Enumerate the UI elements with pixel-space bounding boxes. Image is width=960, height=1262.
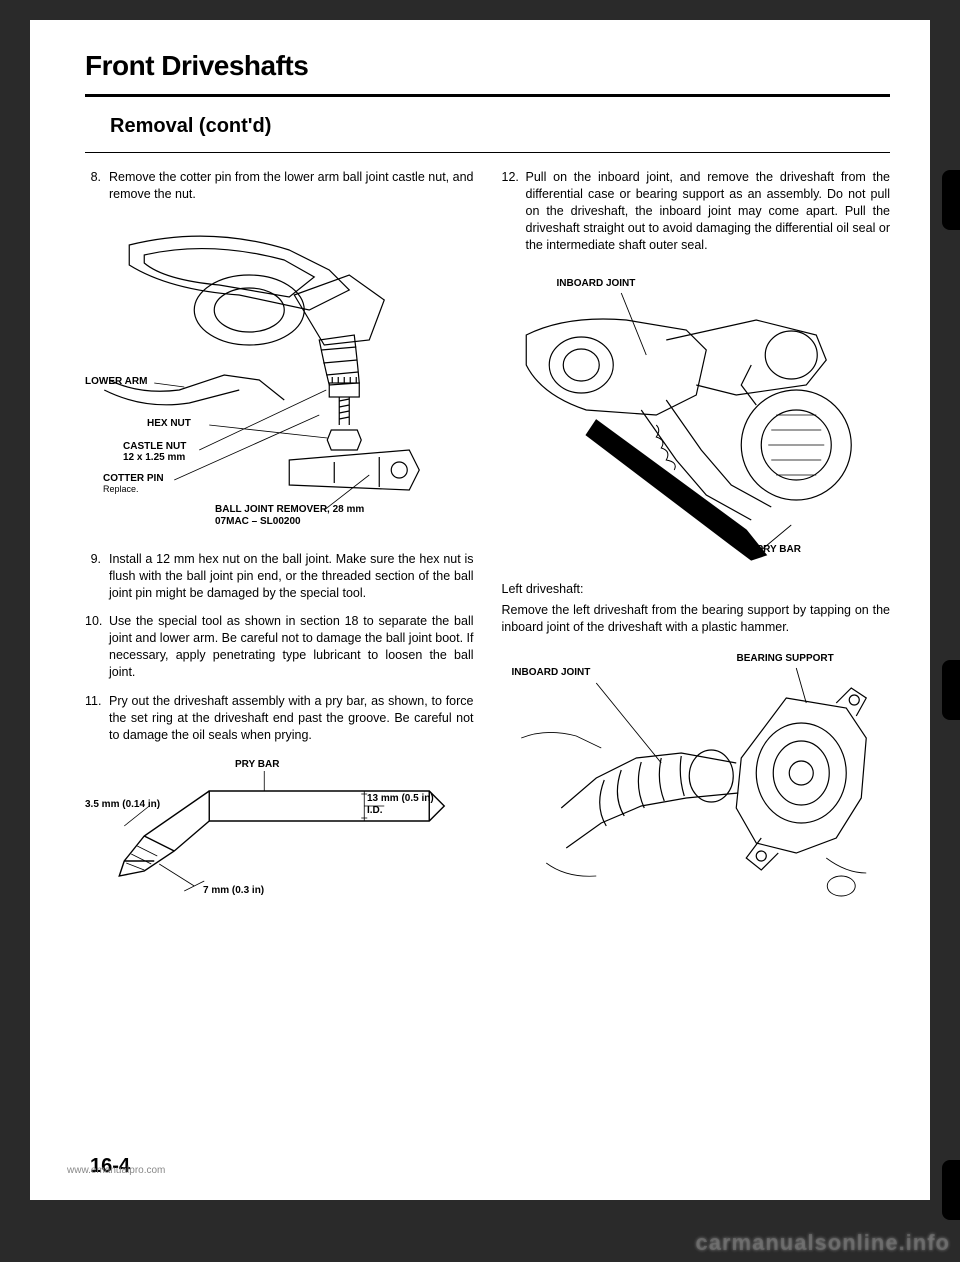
step-number: 11. — [85, 693, 109, 744]
bearing-support-diagram — [502, 648, 891, 918]
left-driveshaft-text: Remove the left driveshaft from the bear… — [502, 602, 891, 636]
label-dim2b: I.D. — [367, 804, 383, 818]
divider-thick — [85, 94, 890, 97]
label-lower-arm: LOWER ARM — [85, 375, 147, 389]
step-number: 9. — [85, 551, 109, 602]
content-columns: 8. Remove the cotter pin from the lower … — [85, 169, 890, 934]
figure-pry-bar: PRY BAR 3.5 mm (0.14 in) 13 mm (0.5 in) … — [85, 756, 474, 916]
label-dim1: 3.5 mm (0.14 in) — [85, 798, 160, 812]
step-10: 10. Use the special tool as shown in sec… — [85, 613, 474, 681]
label-dim3: 7 mm (0.3 in) — [203, 884, 264, 898]
figure-inboard-joint: INBOARD JOINT PRY BAR — [502, 265, 891, 565]
left-driveshaft-heading: Left driveshaft: — [502, 581, 891, 598]
step-12: 12. Pull on the inboard joint, and remov… — [502, 169, 891, 253]
page-tab — [942, 660, 960, 720]
step-9: 9. Install a 12 mm hex nut on the ball j… — [85, 551, 474, 602]
step-number: 10. — [85, 613, 109, 681]
left-column: 8. Remove the cotter pin from the lower … — [85, 169, 474, 934]
label-inboard-joint-2: INBOARD JOINT — [512, 666, 591, 680]
step-number: 8. — [85, 169, 109, 203]
step-11: 11. Pry out the driveshaft assembly with… — [85, 693, 474, 744]
page-tab — [942, 1160, 960, 1220]
manual-page: Front Driveshafts Removal (cont'd) 8. Re… — [30, 20, 930, 1200]
label-pry-bar-2: PRY BAR — [757, 543, 801, 557]
pry-bar-diagram — [85, 756, 474, 916]
step-text: Remove the cotter pin from the lower arm… — [109, 169, 474, 203]
label-hex-nut: HEX NUT — [147, 417, 191, 431]
step-text: Pry out the driveshaft assembly with a p… — [109, 693, 474, 744]
section-title: Removal (cont'd) — [110, 115, 890, 138]
divider-thin — [85, 152, 890, 153]
figure-bearing-support: INBOARD JOINT BEARING SUPPORT — [502, 648, 891, 918]
step-8: 8. Remove the cotter pin from the lower … — [85, 169, 474, 203]
label-remover-pn: 07MAC – SL00200 — [215, 515, 301, 529]
page-title: Front Driveshafts — [85, 50, 890, 82]
right-column: 12. Pull on the inboard joint, and remov… — [502, 169, 891, 934]
label-inboard-joint: INBOARD JOINT — [557, 277, 636, 291]
label-pry-bar: PRY BAR — [235, 758, 279, 772]
inboard-joint-diagram — [502, 265, 891, 565]
step-text: Install a 12 mm hex nut on the ball join… — [109, 551, 474, 602]
page-tab — [942, 170, 960, 230]
watermark-right: carmanualsonline.info — [696, 1230, 951, 1256]
label-bearing-support: BEARING SUPPORT — [737, 652, 834, 666]
watermark-left: www.emanualpro.com — [67, 1165, 165, 1176]
step-text: Use the special tool as shown in section… — [109, 613, 474, 681]
label-castle-nut-size: 12 x 1.25 mm — [123, 451, 185, 465]
step-number: 12. — [502, 169, 526, 253]
step-text: Pull on the inboard joint, and remove th… — [526, 169, 891, 253]
figure-ball-joint: LOWER ARM HEX NUT CASTLE NUT 12 x 1.25 m… — [85, 215, 474, 535]
label-replace: Replace. — [103, 483, 139, 495]
